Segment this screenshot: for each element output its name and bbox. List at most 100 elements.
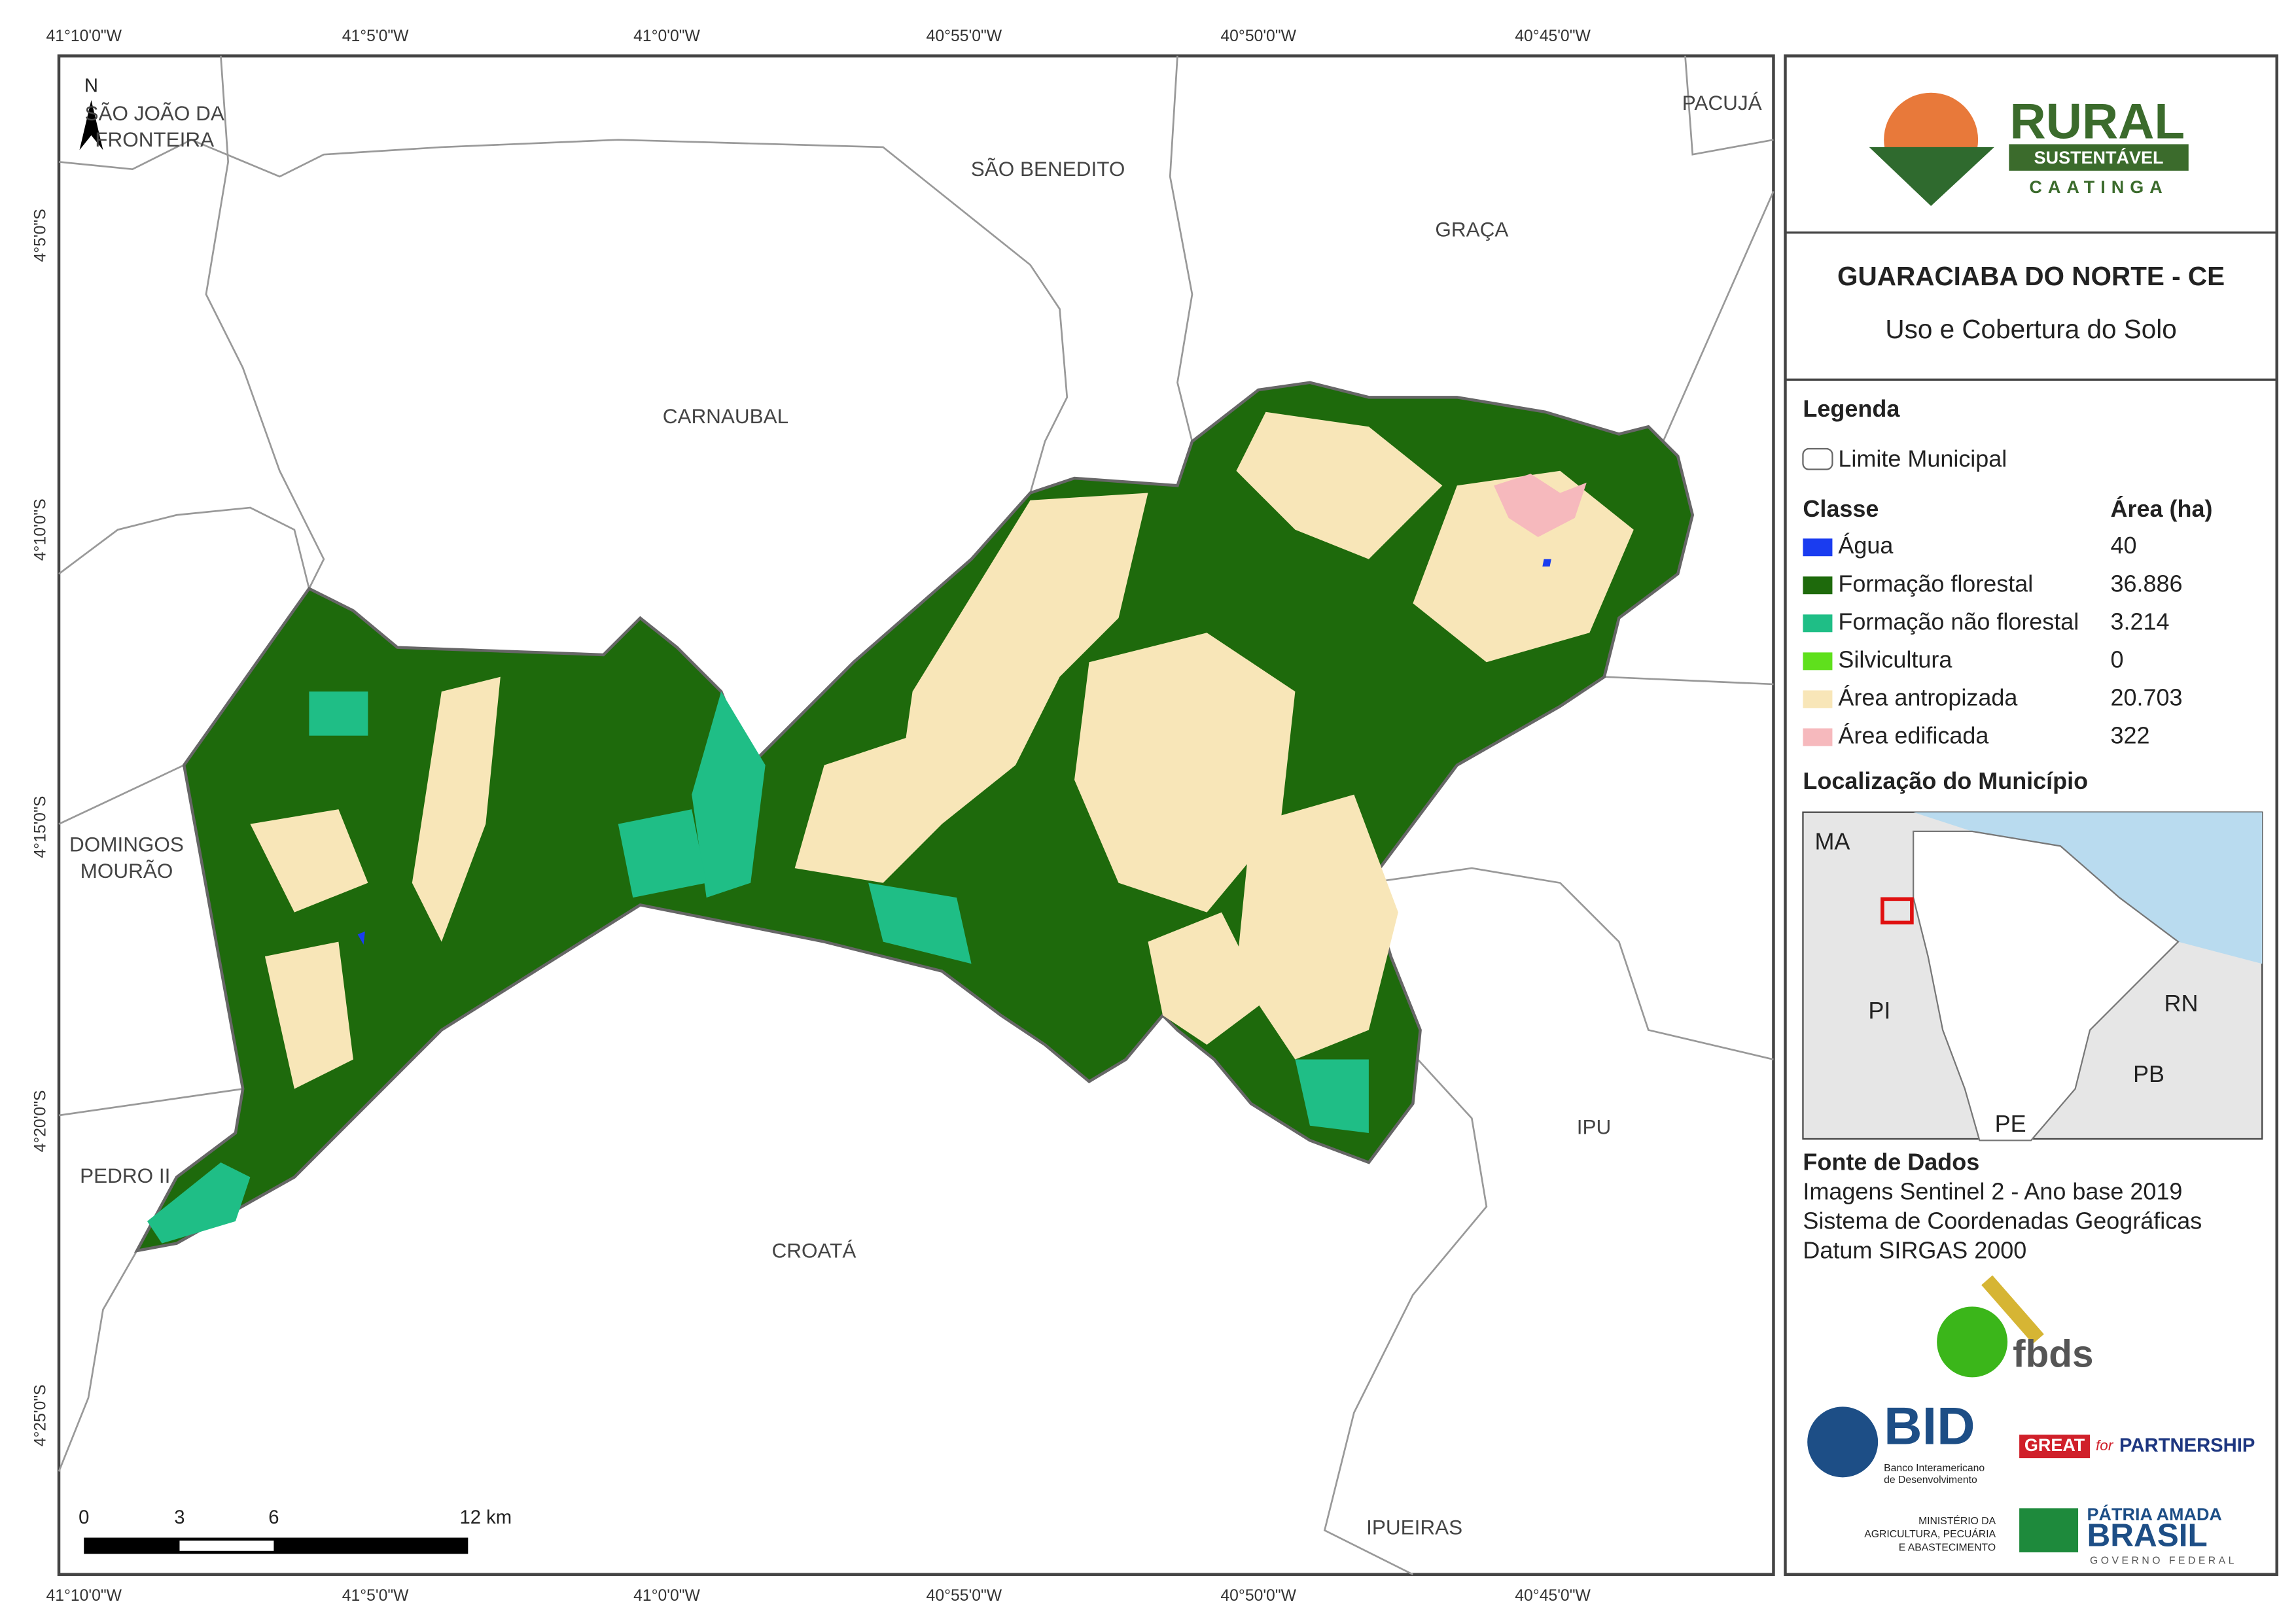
class-swatch [1803, 728, 1833, 746]
class-area: 322 [2111, 722, 2150, 748]
coord-label: 4°25'0"S [32, 1384, 50, 1446]
inset-label: RN [2164, 990, 2199, 1017]
map-frame [57, 54, 1775, 1577]
fbds-logo: fbds [2013, 1333, 2093, 1375]
land-cover-patch [309, 691, 368, 736]
place-label: IPUEIRAS [1366, 1515, 1462, 1539]
map-subtitle: Uso e Cobertura do Solo [1885, 314, 2176, 344]
coord-label: 4°10'0"S [32, 498, 50, 561]
land-cover-patch [264, 941, 353, 1089]
gov-logo: GOVERNO FEDERAL [2090, 1556, 2237, 1567]
class-swatch [1803, 538, 1833, 557]
class-name: Formação não florestal [1838, 608, 2079, 635]
coord-label: 4°20'0"S [32, 1091, 50, 1153]
location-inset [1802, 811, 2263, 1142]
gov-logo: BRASIL [2087, 1518, 2208, 1554]
class-header: Classe [1803, 495, 1879, 522]
logo-text: RURAL [2010, 94, 2185, 149]
land-cover-patch [147, 1162, 251, 1244]
class-area: 36.886 [2111, 570, 2183, 597]
source-title: Fonte de Dados [1803, 1149, 1979, 1176]
source-line: Sistema de Coordenadas Geográficas [1803, 1208, 2202, 1234]
land-cover-patch [250, 809, 368, 913]
land-cover-patch [1236, 794, 1398, 1060]
area-header: Área (ha) [2111, 495, 2213, 522]
land-cover-patch [412, 676, 501, 942]
logo-text: SUSTENTÁVEL [2034, 147, 2164, 167]
land-cover-patches [147, 411, 1634, 1244]
place-label: SÃO JOÃO DA [84, 101, 224, 125]
ministry-line: AGRICULTURA, PECUÁRIA [1864, 1527, 1996, 1540]
inset-label: PE [1995, 1110, 2026, 1137]
coord-label: 41°10'0"W [46, 1587, 122, 1605]
class-area: 20.703 [2111, 684, 2183, 710]
class-swatch [1803, 690, 1833, 708]
class-name: Área edificada [1838, 722, 1988, 748]
legend-title: Legenda [1803, 395, 1900, 422]
coord-label: 41°5'0"W [342, 27, 409, 45]
class-name: Formação florestal [1838, 570, 2033, 597]
class-name: Área antropizada [1838, 684, 2017, 710]
coord-label: 40°45'0"W [1515, 27, 1591, 45]
place-label: CARNAUBAL [663, 404, 788, 428]
place-label: PEDRO II [80, 1164, 170, 1187]
class-swatch [1803, 614, 1833, 633]
source-line: Imagens Sentinel 2 - Ano base 2019 [1803, 1178, 2182, 1205]
place-label: PACUJÁ [1682, 91, 1762, 114]
land-cover-patch [868, 882, 972, 964]
limit-swatch [1802, 447, 1833, 470]
land-cover-patch [618, 809, 707, 898]
land-cover-patch [1542, 559, 1551, 567]
coord-label: 40°45'0"W [1515, 1587, 1591, 1605]
place-label: CROATÁ [771, 1238, 856, 1262]
land-cover-patch [898, 493, 1148, 824]
coord-label: 41°0'0"W [633, 1587, 700, 1605]
coord-label: 40°50'0"W [1220, 27, 1296, 45]
land-cover-patch [1074, 633, 1296, 913]
source-line: Datum SIRGAS 2000 [1803, 1237, 2026, 1264]
gov-logo: PÁTRIA AMADA [2087, 1504, 2222, 1524]
coord-label: 41°5'0"W [342, 1587, 409, 1605]
scale-label: 3 [174, 1507, 185, 1528]
class-area: 40 [2111, 532, 2137, 559]
inset-label: PB [2133, 1060, 2164, 1087]
scale-label: 0 [79, 1507, 89, 1528]
coord-label: 40°55'0"W [927, 1587, 1002, 1605]
ministry-line: MINISTÉRIO DA [1918, 1514, 1996, 1527]
class-name: Água [1838, 532, 1893, 559]
class-area: 3.214 [2111, 608, 2170, 635]
logo-text: CAATINGA [2029, 177, 2168, 197]
coord-label: 40°50'0"W [1220, 1587, 1296, 1605]
great-logo: PARTNERSHIP [2119, 1435, 2255, 1456]
north-arrow [79, 99, 103, 150]
bid-name: de Desenvolvimento [1884, 1475, 1977, 1486]
bid-name: Banco Interamericano [1884, 1463, 1985, 1474]
north-label: N [84, 75, 98, 96]
land-cover-patch [1295, 1059, 1369, 1133]
place-label: DOMINGOS [69, 833, 184, 856]
great-logo: GREAT [2024, 1435, 2085, 1455]
place-label: SÃO BENEDITO [971, 157, 1125, 181]
ministry-line: E ABASTECIMENTO [1899, 1542, 1996, 1553]
coord-label: 4°5'0"S [32, 209, 50, 262]
legend-rows: Água 40 Formação florestal 36.886 Formação n… [1803, 532, 2183, 748]
scale-label: 12 km [459, 1507, 512, 1528]
land-cover-patch [794, 735, 942, 883]
coord-label: 40°55'0"W [927, 27, 1002, 45]
coord-label: 41°10'0"W [46, 27, 122, 45]
class-swatch [1803, 576, 1833, 595]
great-logo: for [2096, 1437, 2114, 1454]
place-label: GRAÇA [1435, 217, 1508, 241]
place-label: FRONTEIRA [95, 128, 214, 151]
land-cover-patch [692, 691, 766, 898]
inset-label: PI [1868, 997, 1890, 1024]
land-cover-patch [1494, 474, 1587, 538]
location-title: Localização do Município [1803, 767, 2088, 794]
bid-logo: BID [1884, 1397, 1975, 1456]
place-label: IPU [1577, 1115, 1611, 1139]
scale-bar: 0 3 6 12 km [79, 1507, 512, 1554]
sponsor-logos [1807, 1275, 2091, 1553]
land-cover-patch [357, 931, 365, 945]
